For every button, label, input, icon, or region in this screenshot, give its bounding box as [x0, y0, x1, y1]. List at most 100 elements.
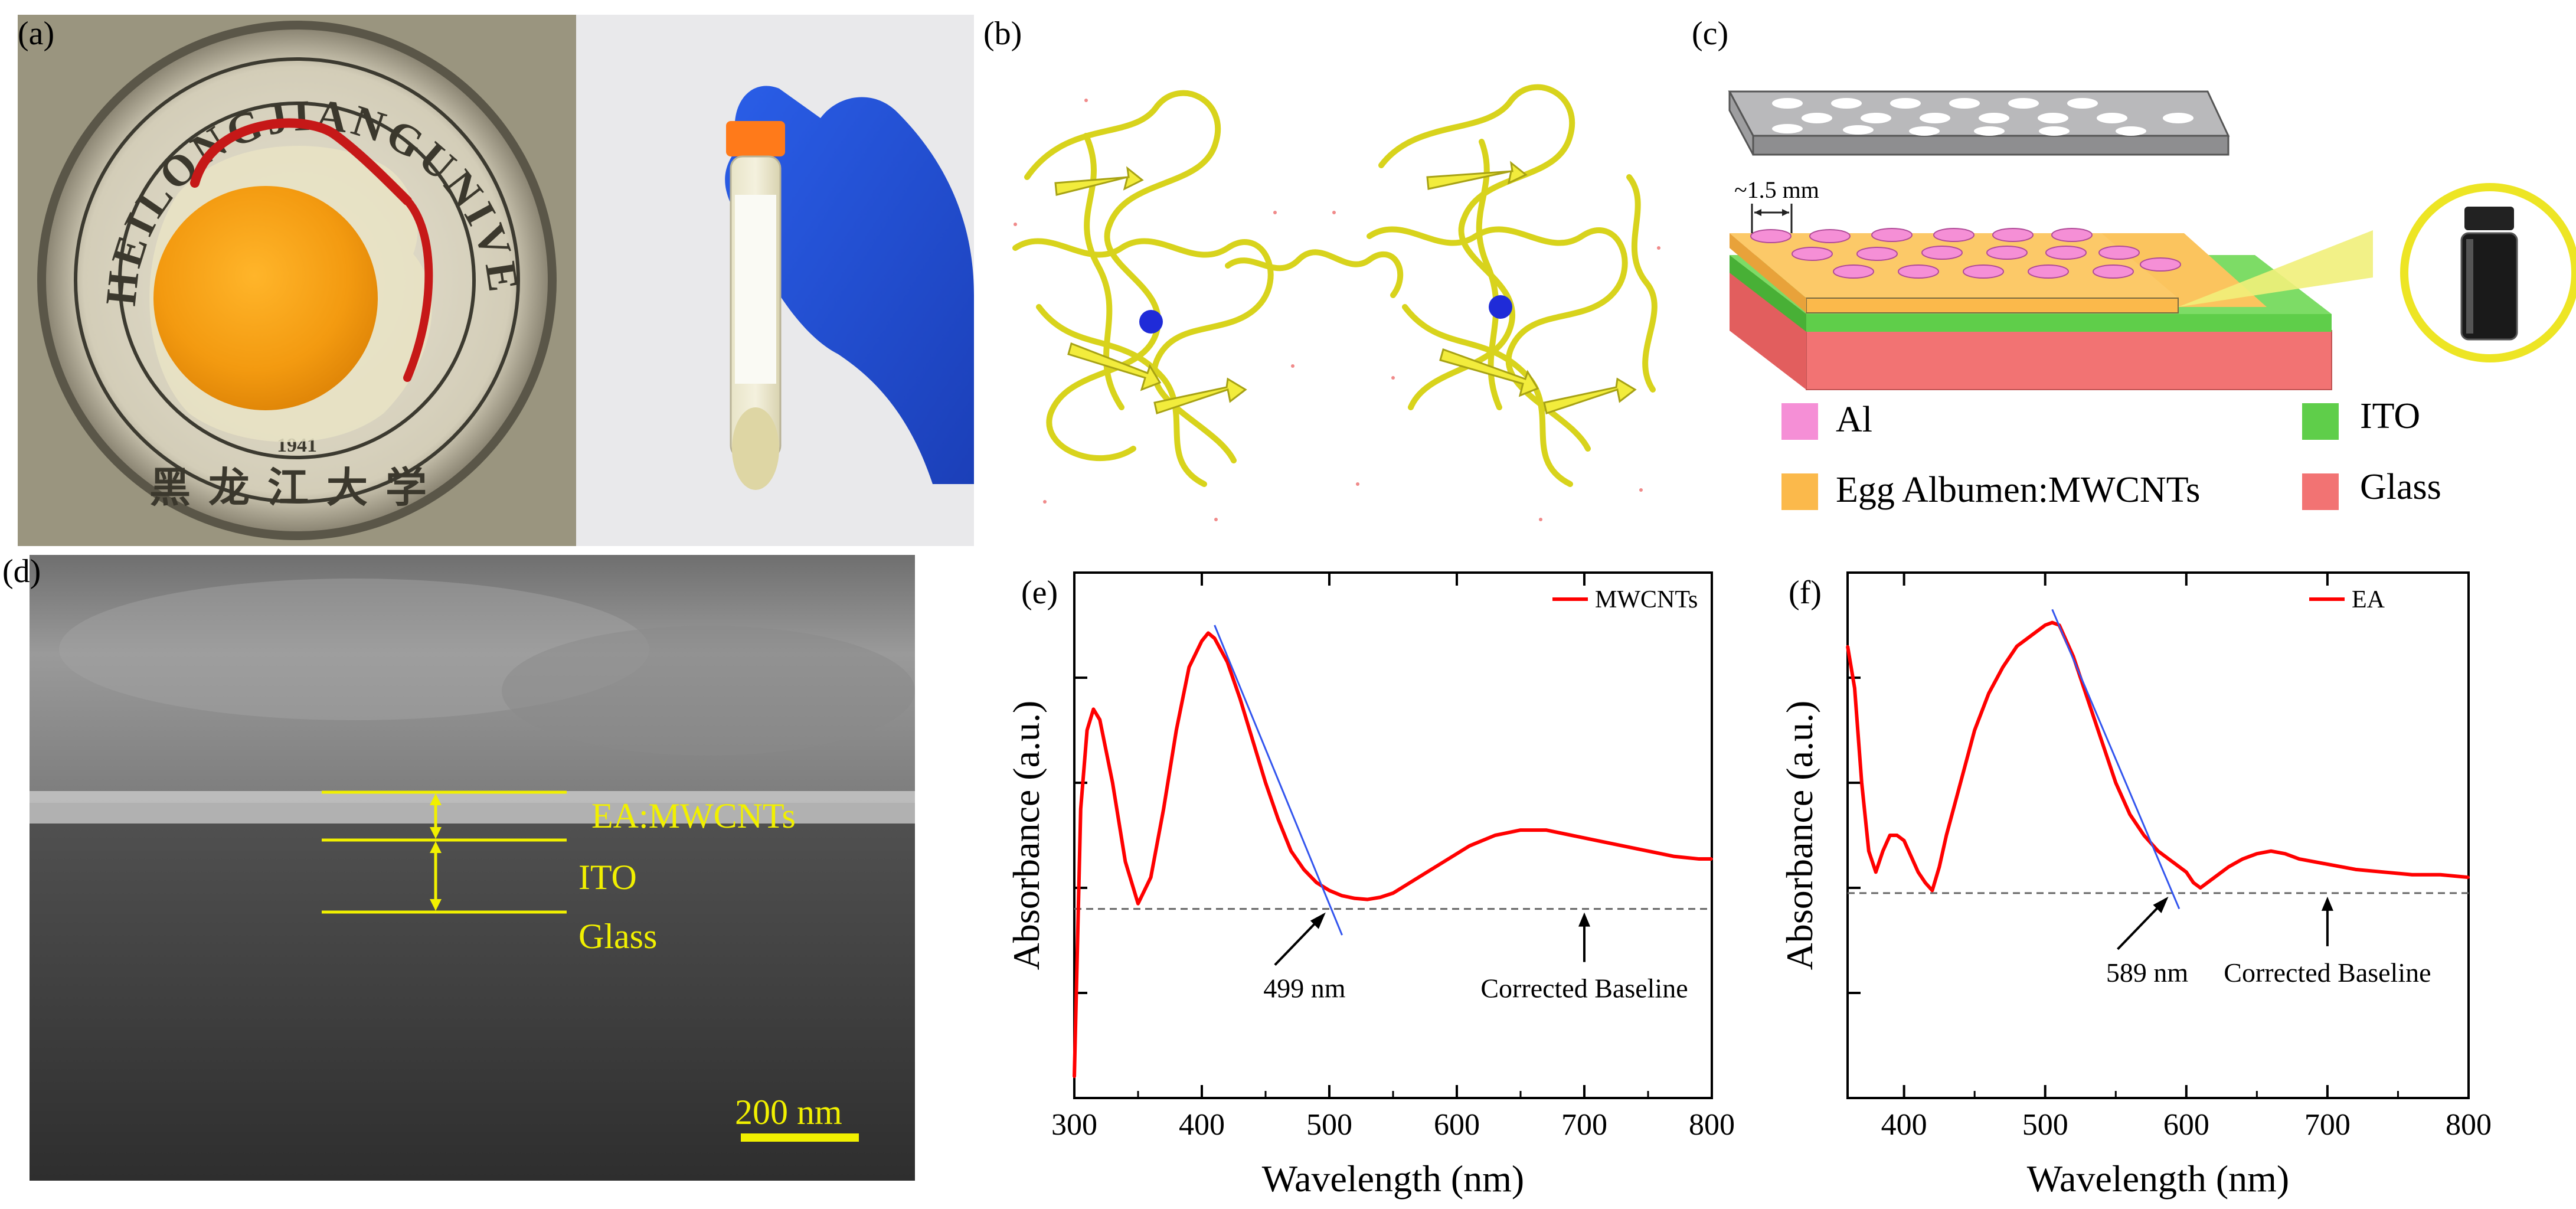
data-point: [1201, 639, 1203, 642]
annotation-label: Corrected Baseline: [1480, 973, 1688, 1004]
tangent-line: [1214, 625, 1343, 936]
data-point: [2298, 858, 2301, 861]
egg-yolk: [153, 186, 378, 410]
data-point: [1987, 692, 1990, 695]
x-tick-label: 300: [1051, 1108, 1097, 1142]
sem-layer-glass: Glass: [578, 917, 658, 956]
x-tick-label: 500: [2022, 1108, 2068, 1142]
panel-f: 400 500 600 700 800 Wavelength (nm) Absorbance…: [1747, 555, 2576, 1209]
vial: [2460, 232, 2518, 341]
data-point: [1545, 829, 1548, 832]
panel-c: (c) ~1.5 mm Al ITO Egg Albumen:MWCNTs Gl…: [1688, 0, 2576, 555]
data-point: [1079, 808, 1082, 811]
data-point: [1973, 729, 1976, 731]
panel-label-a: (a): [18, 15, 55, 52]
data-point: [1213, 637, 1216, 640]
panel-label-c: (c): [1692, 15, 1729, 52]
data-point: [2439, 873, 2442, 876]
legend-label: MWCNTs: [1595, 586, 1698, 613]
data-point: [1468, 844, 1471, 847]
device-schematic: [1728, 90, 2576, 510]
data-point: [1910, 855, 1913, 858]
y-axis-label: Absorbance (a.u.): [1779, 701, 1820, 971]
plot-frame: [1846, 571, 2470, 1099]
seal-bottom-text: 黑龙江大学: [149, 463, 444, 512]
annotation-arrowhead: [1578, 912, 1590, 927]
annotation-label: Corrected Baseline: [2224, 958, 2431, 988]
panel-label-f: (f): [1789, 574, 1822, 611]
data-point: [2192, 881, 2195, 884]
data-point: [1647, 849, 1649, 852]
x-tick-label: 800: [2446, 1108, 2492, 1142]
annotation-arrowhead: [1310, 912, 1326, 929]
data-point: [1207, 632, 1209, 635]
tube-label: [735, 195, 776, 384]
data-point: [2411, 873, 2414, 876]
x-tick-label: 800: [1689, 1108, 1735, 1142]
data-point: [1570, 834, 1573, 837]
legend-ea: Egg Albumen:MWCNTs: [1836, 470, 2201, 510]
data-point: [1860, 782, 1863, 784]
data-point: [1417, 876, 1420, 879]
panel-a: HEILONGJIANGUNIVERSITY 1941 黑龙江大学 (a): [0, 0, 974, 555]
data-point: [1698, 858, 1701, 861]
data-point: [1672, 855, 1675, 858]
data-point: [1945, 834, 1948, 837]
chalaza-red-right: [397, 191, 433, 382]
data-point: [2326, 862, 2329, 865]
data-point: [2199, 887, 2202, 889]
panel-d: (d) EA:MWCNTs ITO Glass 200 nm: [0, 553, 944, 1209]
sem-layer-ito: ITO: [578, 858, 637, 897]
chalaza-red-left: [190, 118, 412, 205]
ito-layer: [1806, 314, 2332, 332]
data-point: [2044, 624, 2047, 626]
ea-mwcnts-film: [30, 791, 915, 826]
legend-swatch-ea: [1781, 473, 1818, 510]
data-point: [2114, 782, 2117, 784]
plot-frame: [1073, 571, 1713, 1099]
data-point: [1895, 834, 1898, 837]
metal-ion-left: [1139, 310, 1163, 334]
x-tick-label: 600: [2163, 1108, 2209, 1142]
x-tick-label: 700: [2304, 1108, 2351, 1142]
panel-label-b: (b): [983, 15, 1022, 52]
data-point: [2170, 860, 2173, 863]
legend-glass: Glass: [2360, 467, 2441, 507]
data-point: [2185, 871, 2188, 874]
data-point: [1354, 897, 1356, 900]
legend-al: Al: [1836, 400, 1872, 440]
data-point: [2157, 849, 2159, 852]
annotation-arrowhead: [2321, 896, 2333, 911]
data-point: [1711, 858, 1713, 861]
series-line-mwcnts: [1073, 631, 1712, 1077]
data-point: [1149, 876, 1152, 879]
data-point: [1277, 818, 1280, 821]
sem-layer-ea-mwcnts: EA:MWCNTs: [591, 796, 796, 835]
data-point: [1959, 782, 1962, 784]
data-point: [1853, 687, 1856, 690]
data-point: [1099, 718, 1101, 721]
x-axis-label: Wavelength (nm): [1262, 1158, 1524, 1200]
data-point: [1917, 871, 1920, 874]
data-point: [2467, 876, 2470, 879]
x-tick-label: 500: [1306, 1108, 1352, 1142]
data-point: [1924, 881, 1927, 884]
data-point: [2002, 666, 2004, 669]
data-point: [1493, 834, 1496, 837]
data-point: [1188, 666, 1191, 669]
data-point: [1938, 865, 1941, 868]
data-point: [1111, 782, 1114, 784]
data-point: [1867, 849, 1870, 852]
data-point: [2015, 645, 2018, 648]
protein-structure: [1012, 84, 1660, 521]
data-point: [1379, 896, 1382, 899]
data-point: [1341, 894, 1343, 897]
data-point: [1596, 839, 1598, 842]
data-point: [1264, 782, 1267, 784]
data-point: [2129, 813, 2132, 816]
x-tick-label: 400: [1179, 1108, 1225, 1142]
panel-e: 300 400 500 600 700 800 Wavelength (nm) Absorba…: [956, 555, 1735, 1209]
data-point: [1931, 889, 1934, 892]
data-point: [2270, 849, 2273, 852]
data-point: [1443, 860, 1446, 863]
